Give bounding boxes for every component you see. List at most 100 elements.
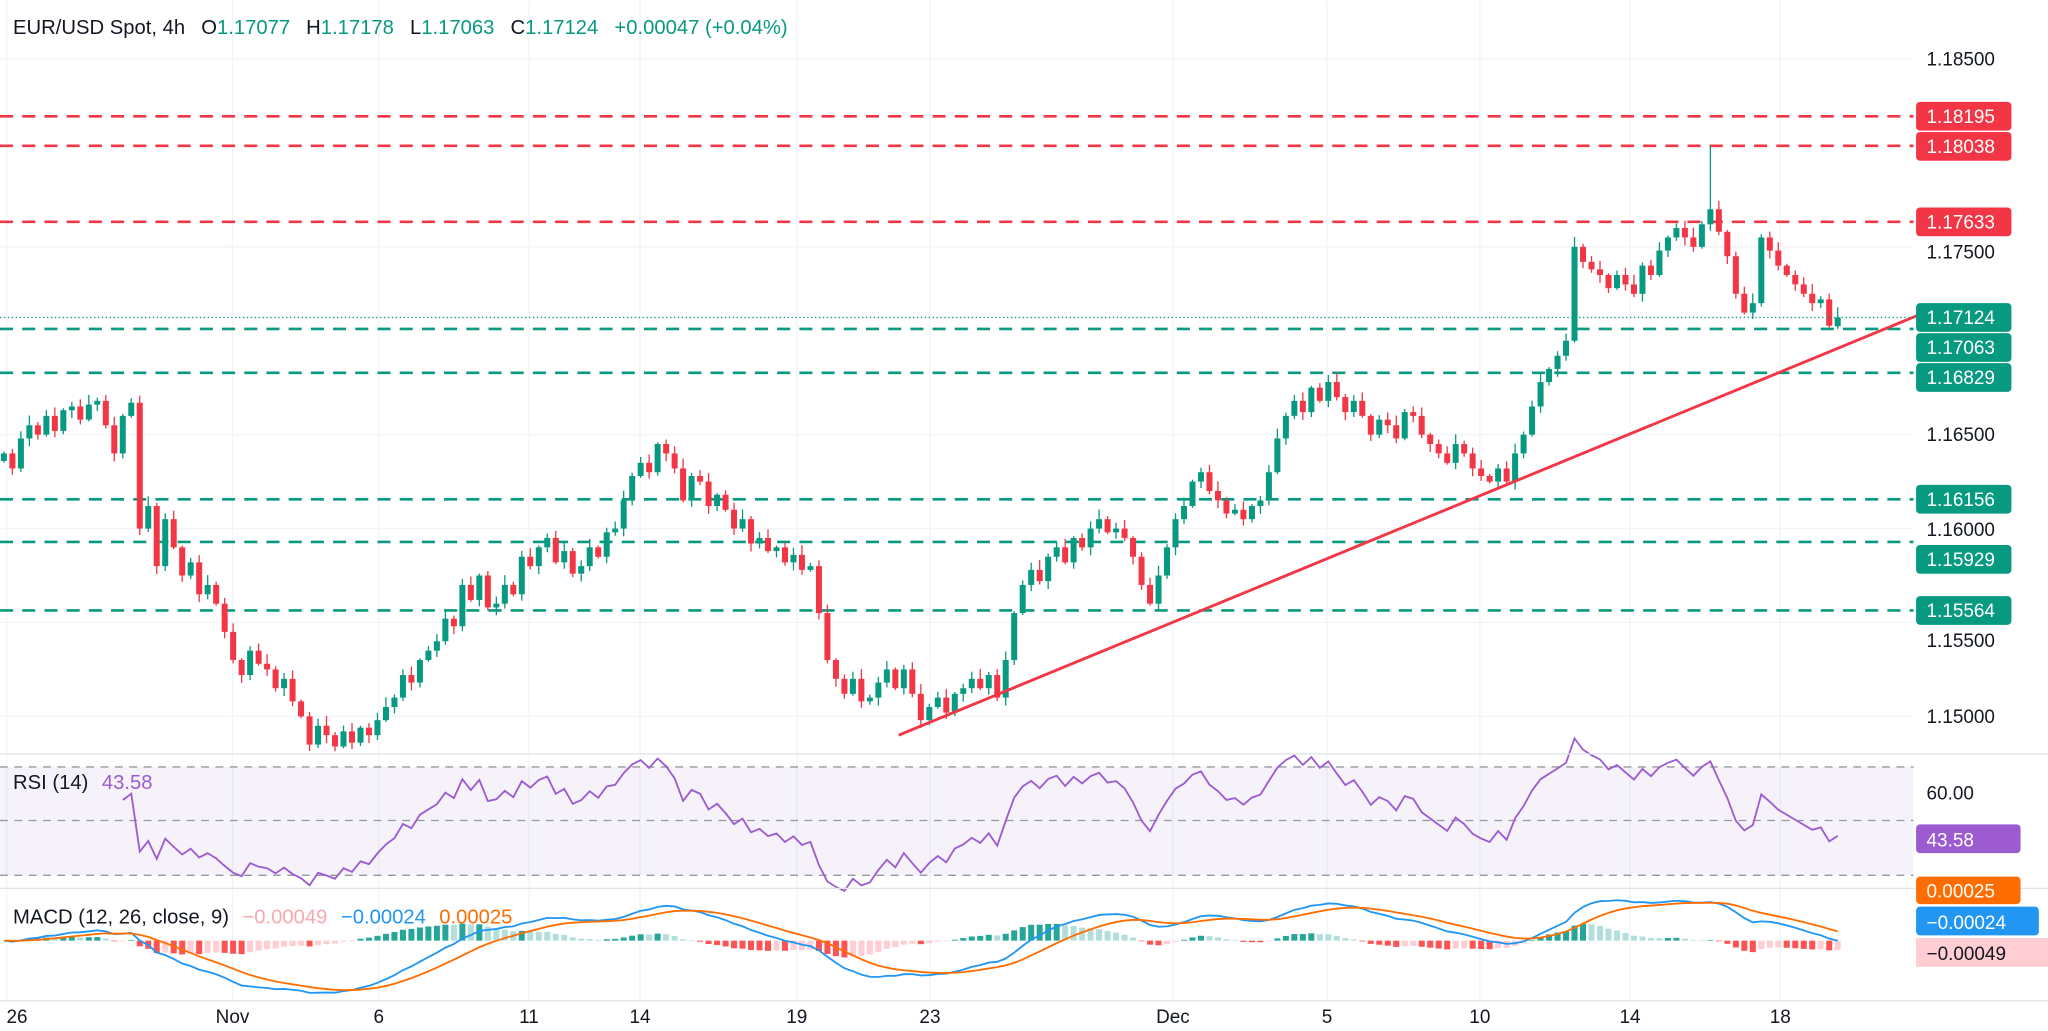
candle	[1664, 235, 1671, 257]
candle-body	[951, 693, 958, 713]
trendline[interactable]	[898, 313, 1921, 737]
candle	[1376, 415, 1383, 439]
macd-histogram-bar	[1155, 940, 1162, 946]
macd-histogram-bar	[748, 940, 755, 951]
candle-body	[909, 669, 916, 694]
candle	[697, 470, 704, 485]
macd-histogram-bar	[433, 925, 440, 941]
macd-histogram-bar	[1452, 940, 1459, 949]
close-value: 1.17124	[525, 17, 598, 39]
macd-histogram-bar	[518, 930, 525, 941]
price-tick: 1.15500	[1927, 631, 1995, 652]
price-scale[interactable]: 1.18500 1.18195 1.18038 1.17633 1.17500 1.171…	[1916, 50, 2012, 728]
candle	[408, 666, 415, 691]
candle	[1580, 243, 1587, 269]
candle	[1724, 229, 1731, 265]
candle	[442, 608, 449, 645]
macd-line-badge	[1916, 906, 2039, 936]
macd-histogram-bar	[858, 940, 865, 957]
price-level-badge	[1916, 544, 2012, 574]
macd-histogram-bar	[1147, 940, 1154, 945]
candle	[77, 399, 84, 425]
candle	[1792, 270, 1799, 291]
macd-histogram-bar	[1707, 939, 1714, 941]
candle	[1707, 145, 1714, 231]
macd-line-badge-text: −0.00024	[1927, 913, 2006, 934]
time-tick: 14	[629, 1007, 650, 1028]
candle-body	[841, 678, 848, 694]
macd-histogram-bar	[1036, 924, 1043, 941]
candle	[425, 646, 432, 662]
time-tick: 18	[1770, 1007, 1791, 1028]
candle-body	[1503, 468, 1510, 482]
candle-body	[391, 697, 398, 707]
candle-body	[213, 584, 220, 604]
candle	[756, 532, 763, 549]
candle	[1529, 400, 1536, 437]
candle-body	[272, 669, 279, 689]
candle	[1350, 395, 1357, 417]
candle	[340, 725, 347, 749]
price-level-badge-text: 1.18038	[1927, 137, 1995, 158]
candle	[306, 711, 313, 751]
candle-body	[866, 697, 873, 702]
candle	[1325, 374, 1332, 408]
macd-histogram-bar	[340, 940, 347, 942]
candle-body	[994, 675, 1001, 698]
macd-histogram-bar	[1596, 925, 1604, 941]
candles	[0, 145, 1841, 752]
candle-body	[247, 650, 254, 676]
macd-histogram-bar	[1410, 940, 1417, 947]
candle	[1384, 412, 1391, 434]
price-level-badge-text: 1.17063	[1927, 338, 1995, 359]
candle-body	[1410, 412, 1417, 416]
macd-histogram-bar	[77, 937, 84, 941]
macd-histogram-bar	[306, 940, 313, 947]
candle	[1070, 536, 1077, 569]
candle-body	[1401, 412, 1408, 439]
macd-hist-badge-text: −0.00049	[1927, 944, 2006, 965]
candle	[1291, 395, 1298, 420]
macd-histogram-bar	[790, 940, 797, 951]
price-tick: 1.18500	[1927, 50, 1995, 71]
candle-body	[807, 566, 814, 570]
candle-body	[1571, 246, 1578, 341]
macd-histogram-bar	[739, 940, 746, 949]
candle-body	[722, 494, 729, 510]
candle-body	[1172, 519, 1179, 548]
candle	[365, 723, 372, 744]
candle-body	[1214, 490, 1221, 501]
macd-histogram-bar	[977, 935, 984, 941]
candle	[1461, 440, 1468, 457]
macd-histogram-bar	[654, 933, 661, 941]
chart-legend: EUR/USD Spot, 4h O1.17077 H1.17178 L1.17…	[13, 17, 788, 39]
time-axis[interactable]: 26 Nov 6 11 14 19 23 Dec 5 10 14 18	[7, 1007, 1791, 1028]
macd-histogram-bar	[119, 940, 126, 942]
candle-body	[493, 603, 500, 608]
candle	[374, 713, 381, 741]
price-tick: 1.15000	[1927, 707, 1995, 728]
time-tick: 14	[1620, 1007, 1641, 1028]
time-tick: 19	[786, 1007, 807, 1028]
candle	[773, 545, 780, 558]
candle-body	[1758, 237, 1765, 304]
macd-histogram-bar	[1418, 940, 1425, 947]
macd-histogram-bar	[187, 940, 194, 954]
candle	[1732, 251, 1739, 299]
candle-body	[85, 404, 92, 420]
candle-body	[1656, 250, 1663, 276]
candle	[688, 472, 695, 507]
candle-body	[943, 697, 950, 713]
price-level-badge	[1916, 333, 2012, 362]
candle	[1817, 296, 1824, 309]
time-tick: 10	[1469, 1007, 1490, 1028]
macd-histogram-bar	[1231, 940, 1238, 942]
macd-histogram-bar	[1257, 940, 1264, 943]
macd-histogram-bar	[985, 934, 992, 941]
candle	[535, 545, 542, 575]
candle	[790, 547, 797, 571]
candle	[620, 490, 627, 537]
candle-body	[654, 444, 661, 473]
candle-body	[238, 660, 245, 676]
